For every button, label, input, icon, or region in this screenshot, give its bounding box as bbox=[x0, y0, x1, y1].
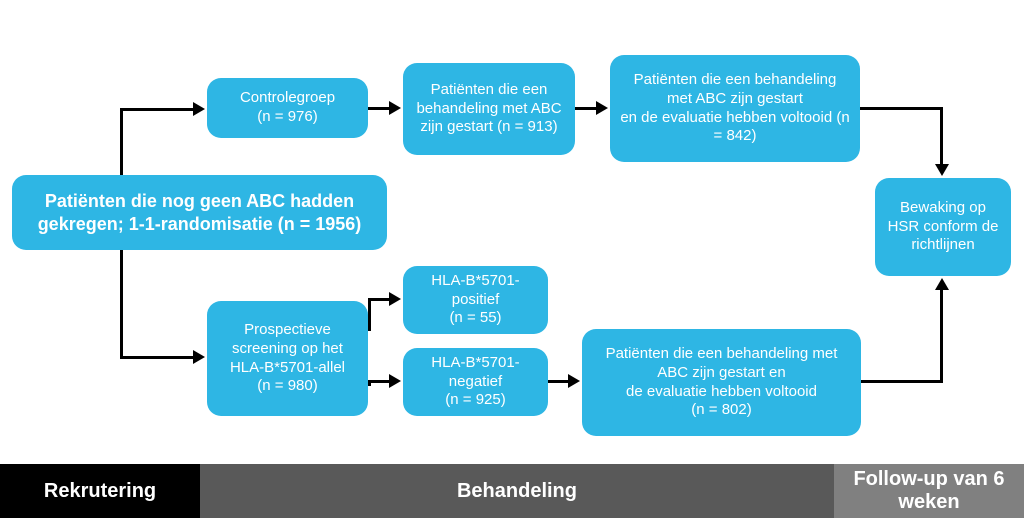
node-completed-top: Patiënten die een behandeling met ABC zi… bbox=[610, 55, 860, 162]
phase-followup: Follow-up van 6 weken bbox=[834, 464, 1024, 518]
arrowhead-icon bbox=[596, 101, 608, 115]
node-control: Controlegroep(n = 976) bbox=[207, 78, 368, 138]
edge bbox=[368, 380, 391, 383]
node-completed-bottom: Patiënten die een behandeling met ABC zi… bbox=[582, 329, 861, 436]
edge bbox=[368, 298, 371, 331]
edge bbox=[861, 380, 943, 383]
edge bbox=[120, 356, 195, 359]
node-monitoring-label: Bewaking op HSR conform de richtlijnen bbox=[885, 199, 1001, 255]
edge bbox=[368, 107, 391, 110]
arrowhead-icon bbox=[193, 350, 205, 364]
arrowhead-icon bbox=[935, 164, 949, 176]
node-screening-label: Prospectieve screening op hetHLA-B*5701-… bbox=[217, 321, 358, 396]
edge bbox=[940, 290, 943, 383]
edge bbox=[120, 108, 195, 111]
arrowhead-icon bbox=[193, 102, 205, 116]
node-hla-pos: HLA-B*5701-positief(n = 55) bbox=[403, 266, 548, 334]
node-hla-pos-label: HLA-B*5701-positief(n = 55) bbox=[413, 272, 538, 328]
edge bbox=[120, 108, 123, 175]
flowchart-canvas: Patiënten die nog geen ABC hadden gekreg… bbox=[0, 0, 1024, 518]
edge bbox=[120, 250, 123, 358]
node-completed-bottom-label: Patiënten die een behandeling met ABC zi… bbox=[592, 345, 851, 420]
phase-bar: Rekrutering Behandeling Follow-up van 6 … bbox=[0, 464, 1024, 518]
edge bbox=[940, 107, 943, 166]
node-abc-started-top: Patiënten die een behandeling met ABC zi… bbox=[403, 63, 575, 155]
node-start-label: Patiënten die nog geen ABC hadden gekreg… bbox=[22, 190, 377, 235]
node-control-label: Controlegroep(n = 976) bbox=[240, 89, 335, 127]
edge bbox=[860, 107, 943, 110]
node-monitoring: Bewaking op HSR conform de richtlijnen bbox=[875, 178, 1011, 276]
arrowhead-icon bbox=[389, 101, 401, 115]
node-completed-top-label: Patiënten die een behandeling met ABC zi… bbox=[620, 71, 850, 146]
edge bbox=[575, 107, 598, 110]
arrowhead-icon bbox=[389, 374, 401, 388]
edge bbox=[548, 380, 570, 383]
node-start: Patiënten die nog geen ABC hadden gekreg… bbox=[12, 175, 387, 250]
arrowhead-icon bbox=[389, 292, 401, 306]
phase-recruitment: Rekrutering bbox=[0, 464, 200, 518]
arrowhead-icon bbox=[568, 374, 580, 388]
node-screening: Prospectieve screening op hetHLA-B*5701-… bbox=[207, 301, 368, 416]
edge bbox=[368, 380, 371, 386]
phase-followup-label: Follow-up van 6 weken bbox=[834, 468, 1024, 514]
node-hla-neg-label: HLA-B*5701-negatief(n = 925) bbox=[413, 354, 538, 410]
phase-treatment: Behandeling bbox=[200, 464, 834, 518]
arrowhead-icon bbox=[935, 278, 949, 290]
node-hla-neg: HLA-B*5701-negatief(n = 925) bbox=[403, 348, 548, 416]
node-abc-top-label: Patiënten die een behandeling met ABC zi… bbox=[413, 81, 565, 137]
edge bbox=[368, 298, 391, 301]
phase-recruitment-label: Rekrutering bbox=[44, 480, 156, 503]
phase-treatment-label: Behandeling bbox=[457, 480, 577, 503]
